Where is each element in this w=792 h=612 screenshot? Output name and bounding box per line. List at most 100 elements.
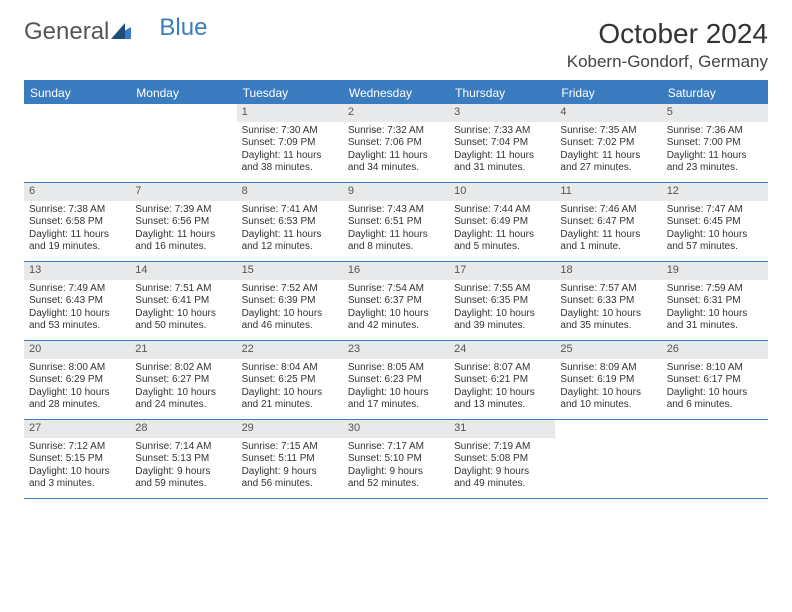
sunset-text: Sunset: 6:23 PM — [348, 374, 444, 387]
day-number: 2 — [343, 104, 449, 122]
sunset-text: Sunset: 7:09 PM — [242, 137, 338, 150]
daylight2-text: and 24 minutes. — [135, 399, 231, 412]
daylight2-text: and 50 minutes. — [135, 320, 231, 333]
daylight1-text: Daylight: 10 hours — [560, 308, 656, 321]
day-cell: 14Sunrise: 7:51 AMSunset: 6:41 PMDayligh… — [130, 262, 236, 340]
daylight1-text: Daylight: 10 hours — [135, 308, 231, 321]
daylight2-text: and 19 minutes. — [29, 241, 125, 254]
day-cell: 5Sunrise: 7:36 AMSunset: 7:00 PMDaylight… — [662, 104, 768, 182]
daylight1-text: Daylight: 11 hours — [454, 150, 550, 163]
daylight2-text: and 31 minutes. — [667, 320, 763, 333]
daylight1-text: Daylight: 10 hours — [348, 387, 444, 400]
day-number: 28 — [130, 420, 236, 438]
daylight2-text: and 8 minutes. — [348, 241, 444, 254]
daylight1-text: Daylight: 11 hours — [454, 229, 550, 242]
calendar: SundayMondayTuesdayWednesdayThursdayFrid… — [24, 80, 768, 499]
day-cell: 20Sunrise: 8:00 AMSunset: 6:29 PMDayligh… — [24, 341, 130, 419]
daylight1-text: Daylight: 9 hours — [454, 466, 550, 479]
day-cell — [555, 420, 661, 498]
daylight1-text: Daylight: 10 hours — [454, 387, 550, 400]
daylight2-text: and 57 minutes. — [667, 241, 763, 254]
day-cell: 19Sunrise: 7:59 AMSunset: 6:31 PMDayligh… — [662, 262, 768, 340]
logo: General Blue — [24, 18, 179, 46]
sunrise-text: Sunrise: 7:14 AM — [135, 441, 231, 454]
daylight2-text: and 23 minutes. — [667, 162, 763, 175]
daylight1-text: Daylight: 11 hours — [560, 229, 656, 242]
sunset-text: Sunset: 7:06 PM — [348, 137, 444, 150]
sunrise-text: Sunrise: 7:47 AM — [667, 204, 763, 217]
sunrise-text: Sunrise: 7:12 AM — [29, 441, 125, 454]
sunrise-text: Sunrise: 7:35 AM — [560, 125, 656, 138]
day-number: 19 — [662, 262, 768, 280]
sunset-text: Sunset: 6:27 PM — [135, 374, 231, 387]
daylight1-text: Daylight: 9 hours — [348, 466, 444, 479]
daylight2-text: and 39 minutes. — [454, 320, 550, 333]
day-body: Sunrise: 7:35 AMSunset: 7:02 PMDaylight:… — [555, 122, 661, 179]
daylight1-text: Daylight: 10 hours — [29, 308, 125, 321]
sunrise-text: Sunrise: 7:38 AM — [29, 204, 125, 217]
sunset-text: Sunset: 6:33 PM — [560, 295, 656, 308]
sunset-text: Sunset: 7:00 PM — [667, 137, 763, 150]
day-body: Sunrise: 7:51 AMSunset: 6:41 PMDaylight:… — [130, 280, 236, 337]
day-number: 20 — [24, 341, 130, 359]
day-body: Sunrise: 7:47 AMSunset: 6:45 PMDaylight:… — [662, 201, 768, 258]
sunrise-text: Sunrise: 7:15 AM — [242, 441, 338, 454]
daylight2-text: and 42 minutes. — [348, 320, 444, 333]
daylight2-text: and 35 minutes. — [560, 320, 656, 333]
daylight2-text: and 21 minutes. — [242, 399, 338, 412]
daylight1-text: Daylight: 10 hours — [667, 308, 763, 321]
daylight1-text: Daylight: 10 hours — [667, 229, 763, 242]
sunrise-text: Sunrise: 8:05 AM — [348, 362, 444, 375]
sunset-text: Sunset: 6:17 PM — [667, 374, 763, 387]
daylight2-text: and 13 minutes. — [454, 399, 550, 412]
day-number: 9 — [343, 183, 449, 201]
day-number: 6 — [24, 183, 130, 201]
day-cell: 21Sunrise: 8:02 AMSunset: 6:27 PMDayligh… — [130, 341, 236, 419]
sunset-text: Sunset: 6:53 PM — [242, 216, 338, 229]
day-body: Sunrise: 8:04 AMSunset: 6:25 PMDaylight:… — [237, 359, 343, 416]
day-cell: 16Sunrise: 7:54 AMSunset: 6:37 PMDayligh… — [343, 262, 449, 340]
day-body: Sunrise: 7:12 AMSunset: 5:15 PMDaylight:… — [24, 438, 130, 495]
sunrise-text: Sunrise: 7:55 AM — [454, 283, 550, 296]
day-body: Sunrise: 7:57 AMSunset: 6:33 PMDaylight:… — [555, 280, 661, 337]
daylight1-text: Daylight: 9 hours — [242, 466, 338, 479]
sunset-text: Sunset: 6:37 PM — [348, 295, 444, 308]
day-header: Sunday — [24, 82, 130, 104]
day-body: Sunrise: 7:39 AMSunset: 6:56 PMDaylight:… — [130, 201, 236, 258]
day-number: 11 — [555, 183, 661, 201]
day-header-row: SundayMondayTuesdayWednesdayThursdayFrid… — [24, 82, 768, 104]
day-body: Sunrise: 7:30 AMSunset: 7:09 PMDaylight:… — [237, 122, 343, 179]
day-cell: 27Sunrise: 7:12 AMSunset: 5:15 PMDayligh… — [24, 420, 130, 498]
sunrise-text: Sunrise: 8:07 AM — [454, 362, 550, 375]
day-cell: 11Sunrise: 7:46 AMSunset: 6:47 PMDayligh… — [555, 183, 661, 261]
sunset-text: Sunset: 6:25 PM — [242, 374, 338, 387]
day-body: Sunrise: 7:46 AMSunset: 6:47 PMDaylight:… — [555, 201, 661, 258]
sunset-text: Sunset: 6:19 PM — [560, 374, 656, 387]
day-number: 23 — [343, 341, 449, 359]
day-cell — [24, 104, 130, 182]
sunset-text: Sunset: 6:31 PM — [667, 295, 763, 308]
day-body: Sunrise: 7:54 AMSunset: 6:37 PMDaylight:… — [343, 280, 449, 337]
sunset-text: Sunset: 6:45 PM — [667, 216, 763, 229]
sunrise-text: Sunrise: 8:02 AM — [135, 362, 231, 375]
day-cell: 22Sunrise: 8:04 AMSunset: 6:25 PMDayligh… — [237, 341, 343, 419]
day-body: Sunrise: 7:52 AMSunset: 6:39 PMDaylight:… — [237, 280, 343, 337]
day-number: 25 — [555, 341, 661, 359]
daylight1-text: Daylight: 11 hours — [348, 150, 444, 163]
daylight1-text: Daylight: 11 hours — [242, 229, 338, 242]
day-number: 13 — [24, 262, 130, 280]
daylight2-text: and 12 minutes. — [242, 241, 338, 254]
day-number: 12 — [662, 183, 768, 201]
day-body: Sunrise: 7:38 AMSunset: 6:58 PMDaylight:… — [24, 201, 130, 258]
day-number: 10 — [449, 183, 555, 201]
day-body: Sunrise: 8:09 AMSunset: 6:19 PMDaylight:… — [555, 359, 661, 416]
sunset-text: Sunset: 6:39 PM — [242, 295, 338, 308]
daylight2-text: and 52 minutes. — [348, 478, 444, 491]
sunset-text: Sunset: 5:10 PM — [348, 453, 444, 466]
sunset-text: Sunset: 6:41 PM — [135, 295, 231, 308]
day-body: Sunrise: 7:36 AMSunset: 7:00 PMDaylight:… — [662, 122, 768, 179]
sunset-text: Sunset: 5:08 PM — [454, 453, 550, 466]
day-cell: 2Sunrise: 7:32 AMSunset: 7:06 PMDaylight… — [343, 104, 449, 182]
day-cell: 15Sunrise: 7:52 AMSunset: 6:39 PMDayligh… — [237, 262, 343, 340]
day-body: Sunrise: 7:15 AMSunset: 5:11 PMDaylight:… — [237, 438, 343, 495]
